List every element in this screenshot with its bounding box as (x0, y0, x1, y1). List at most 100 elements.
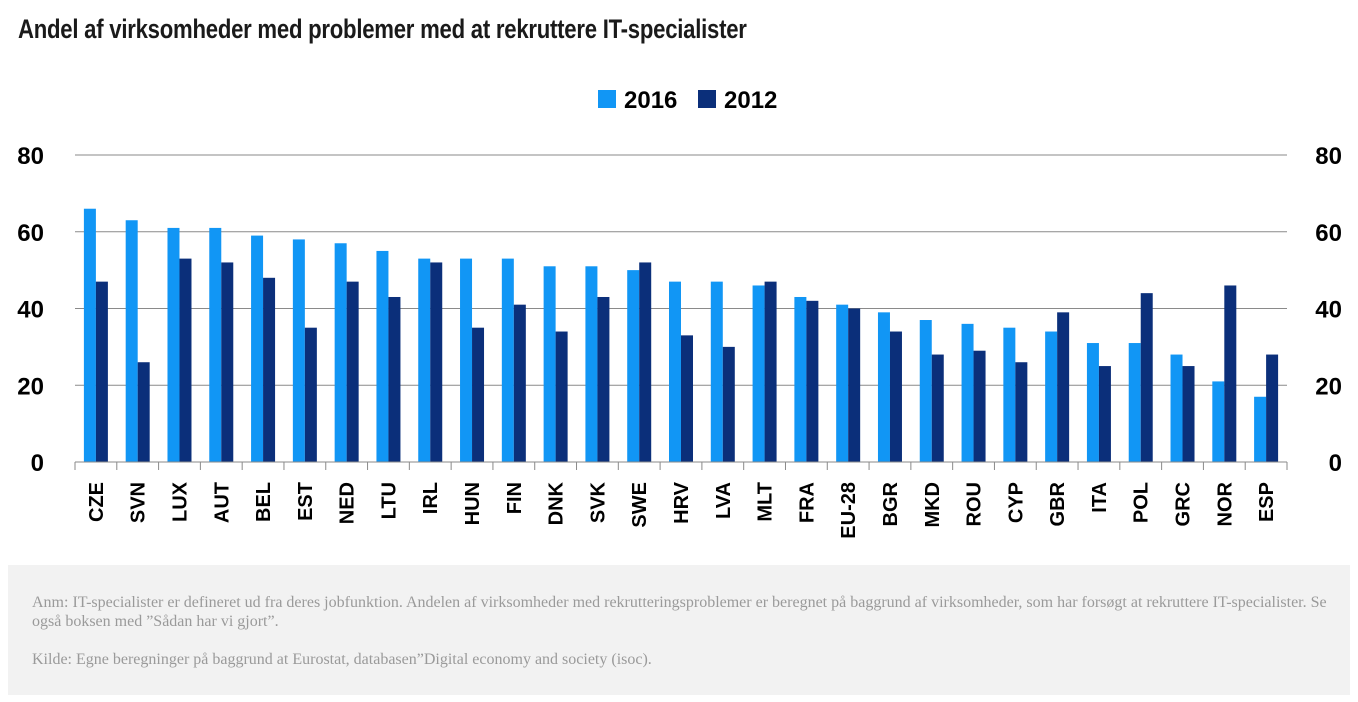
y-tick-label-left: 0 (31, 450, 44, 477)
bar-2016-rou (961, 323, 974, 462)
x-tick-label: SVN (128, 482, 150, 523)
bar-2016-aut (209, 227, 222, 462)
x-tick-label: EU-28 (838, 482, 860, 539)
bar-2012-ita (1098, 366, 1111, 462)
bar-2012-lva (722, 346, 735, 462)
bar-2016-mkd (919, 320, 932, 462)
y-tick-label-left: 40 (17, 297, 44, 324)
bar-2016-hrv (669, 281, 681, 462)
notes-panel: Anm: IT-specialister er defineret ud fra… (8, 565, 1350, 695)
bar-2016-est (292, 239, 305, 462)
bar-2012-bel (263, 277, 276, 462)
bar-2016-gbr (1045, 331, 1058, 462)
x-tick-label: AUT (211, 482, 233, 523)
x-tick-label: HUN (462, 482, 484, 525)
bar-2016-lux (167, 227, 180, 462)
x-tick-label: EST (295, 482, 317, 521)
x-tick-label: ROU (964, 482, 986, 526)
bar-2016-grc (1170, 354, 1183, 462)
bar-chart: 2016 2012 0 20 40 60 80 0 20 40 60 80 CZE SVN LUX A… (17, 87, 1342, 539)
y-tick-label-right: 60 (1315, 220, 1342, 247)
x-tick-label: DNK (546, 481, 568, 525)
bar-2016-irl (418, 258, 431, 462)
legend-swatch-2016 (598, 90, 616, 108)
x-tick-label: LTU (378, 482, 400, 519)
x-tick-label: LUX (169, 481, 191, 522)
x-tick-label: CZE (86, 482, 108, 522)
bar-2012-aut (221, 262, 234, 462)
bar-2016-esp (1254, 396, 1267, 462)
bar-2012-lux (179, 258, 192, 462)
bar-2012-fin (513, 304, 526, 462)
x-tick-label: GBR (1047, 481, 1069, 526)
x-tick-label: MLT (755, 482, 777, 522)
x-tick-label: SWE (629, 482, 651, 528)
y-tick-label-right: 0 (1329, 450, 1342, 477)
bar-2012-mkd (931, 354, 944, 462)
bar-2012-svk (597, 296, 610, 462)
bar-2016-swe (627, 270, 640, 462)
bar-2016-mlt (752, 285, 765, 462)
legend: 2016 2012 (598, 87, 777, 114)
bar-2012-ltu (388, 296, 401, 462)
x-axis: CZE SVN LUX AUT BEL EST NED LTU IRL HUN FIN DNK SVK S… (74, 461, 1288, 539)
x-tick-label: NED (337, 482, 359, 524)
bar-2016-cyp (1003, 327, 1016, 462)
bar-2016-ned (334, 243, 347, 462)
bar-2012-dnk (555, 331, 568, 462)
x-tick-label: GRC (1173, 482, 1195, 526)
bar-2016-cze (83, 208, 96, 462)
bar-2012-gbr (1057, 312, 1070, 462)
y-tick-label-left: 80 (17, 143, 44, 170)
bar-2012-bgr (889, 331, 902, 462)
x-tick-label: BEL (253, 482, 275, 522)
bar-2012-fra (806, 300, 819, 462)
bar-2012-eu-28 (848, 308, 861, 462)
bar-2016-dnk (543, 266, 556, 462)
chart-title: Andel af virksomheder med problemer med … (18, 14, 747, 44)
bar-2012-esp (1266, 354, 1279, 462)
bar-2012-cyp (1015, 362, 1028, 462)
x-tick-label: ITA (1089, 482, 1111, 513)
bar-2012-ned (346, 281, 359, 462)
bar-2016-bel (251, 235, 264, 462)
source-text: Kilde: Egne beregninger på baggrund at E… (32, 651, 652, 668)
x-tick-label: POL (1131, 482, 1153, 523)
bar-2012-pol (1140, 293, 1153, 462)
x-tick-label: FRA (796, 482, 818, 523)
bar-2012-grc (1182, 366, 1195, 462)
x-tick-label: NOR (1214, 481, 1236, 526)
bar-2012-swe (639, 262, 652, 462)
y-axis-right: 0 20 40 60 80 (1315, 143, 1342, 477)
y-tick-label-right: 20 (1315, 373, 1342, 400)
x-tick-label: BGR (880, 481, 902, 526)
bar-2016-lva (710, 281, 723, 462)
x-tick-label: LVA (713, 482, 735, 519)
bar-2012-cze (95, 281, 108, 462)
bar-2016-hun (460, 258, 473, 462)
bar-2012-svn (137, 362, 150, 462)
x-tick-label: MKD (922, 482, 944, 528)
note-text: Anm: IT-specialister er defineret ud fra… (32, 594, 1327, 630)
bar-2012-hrv (681, 335, 693, 462)
x-tick-label: SVK (587, 481, 609, 523)
bar-2016-fin (501, 258, 514, 462)
bar-2012-rou (973, 350, 986, 462)
x-tick-label: CYP (1005, 482, 1027, 523)
bar-2016-ltu (376, 250, 389, 462)
bar-2012-irl (430, 262, 443, 462)
bar-2016-fra (794, 296, 807, 462)
bars (83, 208, 1279, 462)
bar-2016-svn (125, 220, 138, 462)
legend-label-2016: 2016 (624, 87, 677, 114)
y-tick-label-right: 40 (1315, 297, 1342, 324)
x-tick-label: FIN (504, 482, 526, 514)
y-tick-label-left: 20 (17, 373, 44, 400)
y-tick-label-left: 60 (17, 220, 44, 247)
bar-2012-nor (1224, 285, 1237, 462)
bar-2016-svk (585, 266, 598, 462)
bar-2012-hun (472, 327, 485, 462)
bar-2016-ita (1086, 343, 1099, 462)
bar-2012-mlt (764, 281, 777, 462)
legend-label-2012: 2012 (724, 87, 777, 114)
